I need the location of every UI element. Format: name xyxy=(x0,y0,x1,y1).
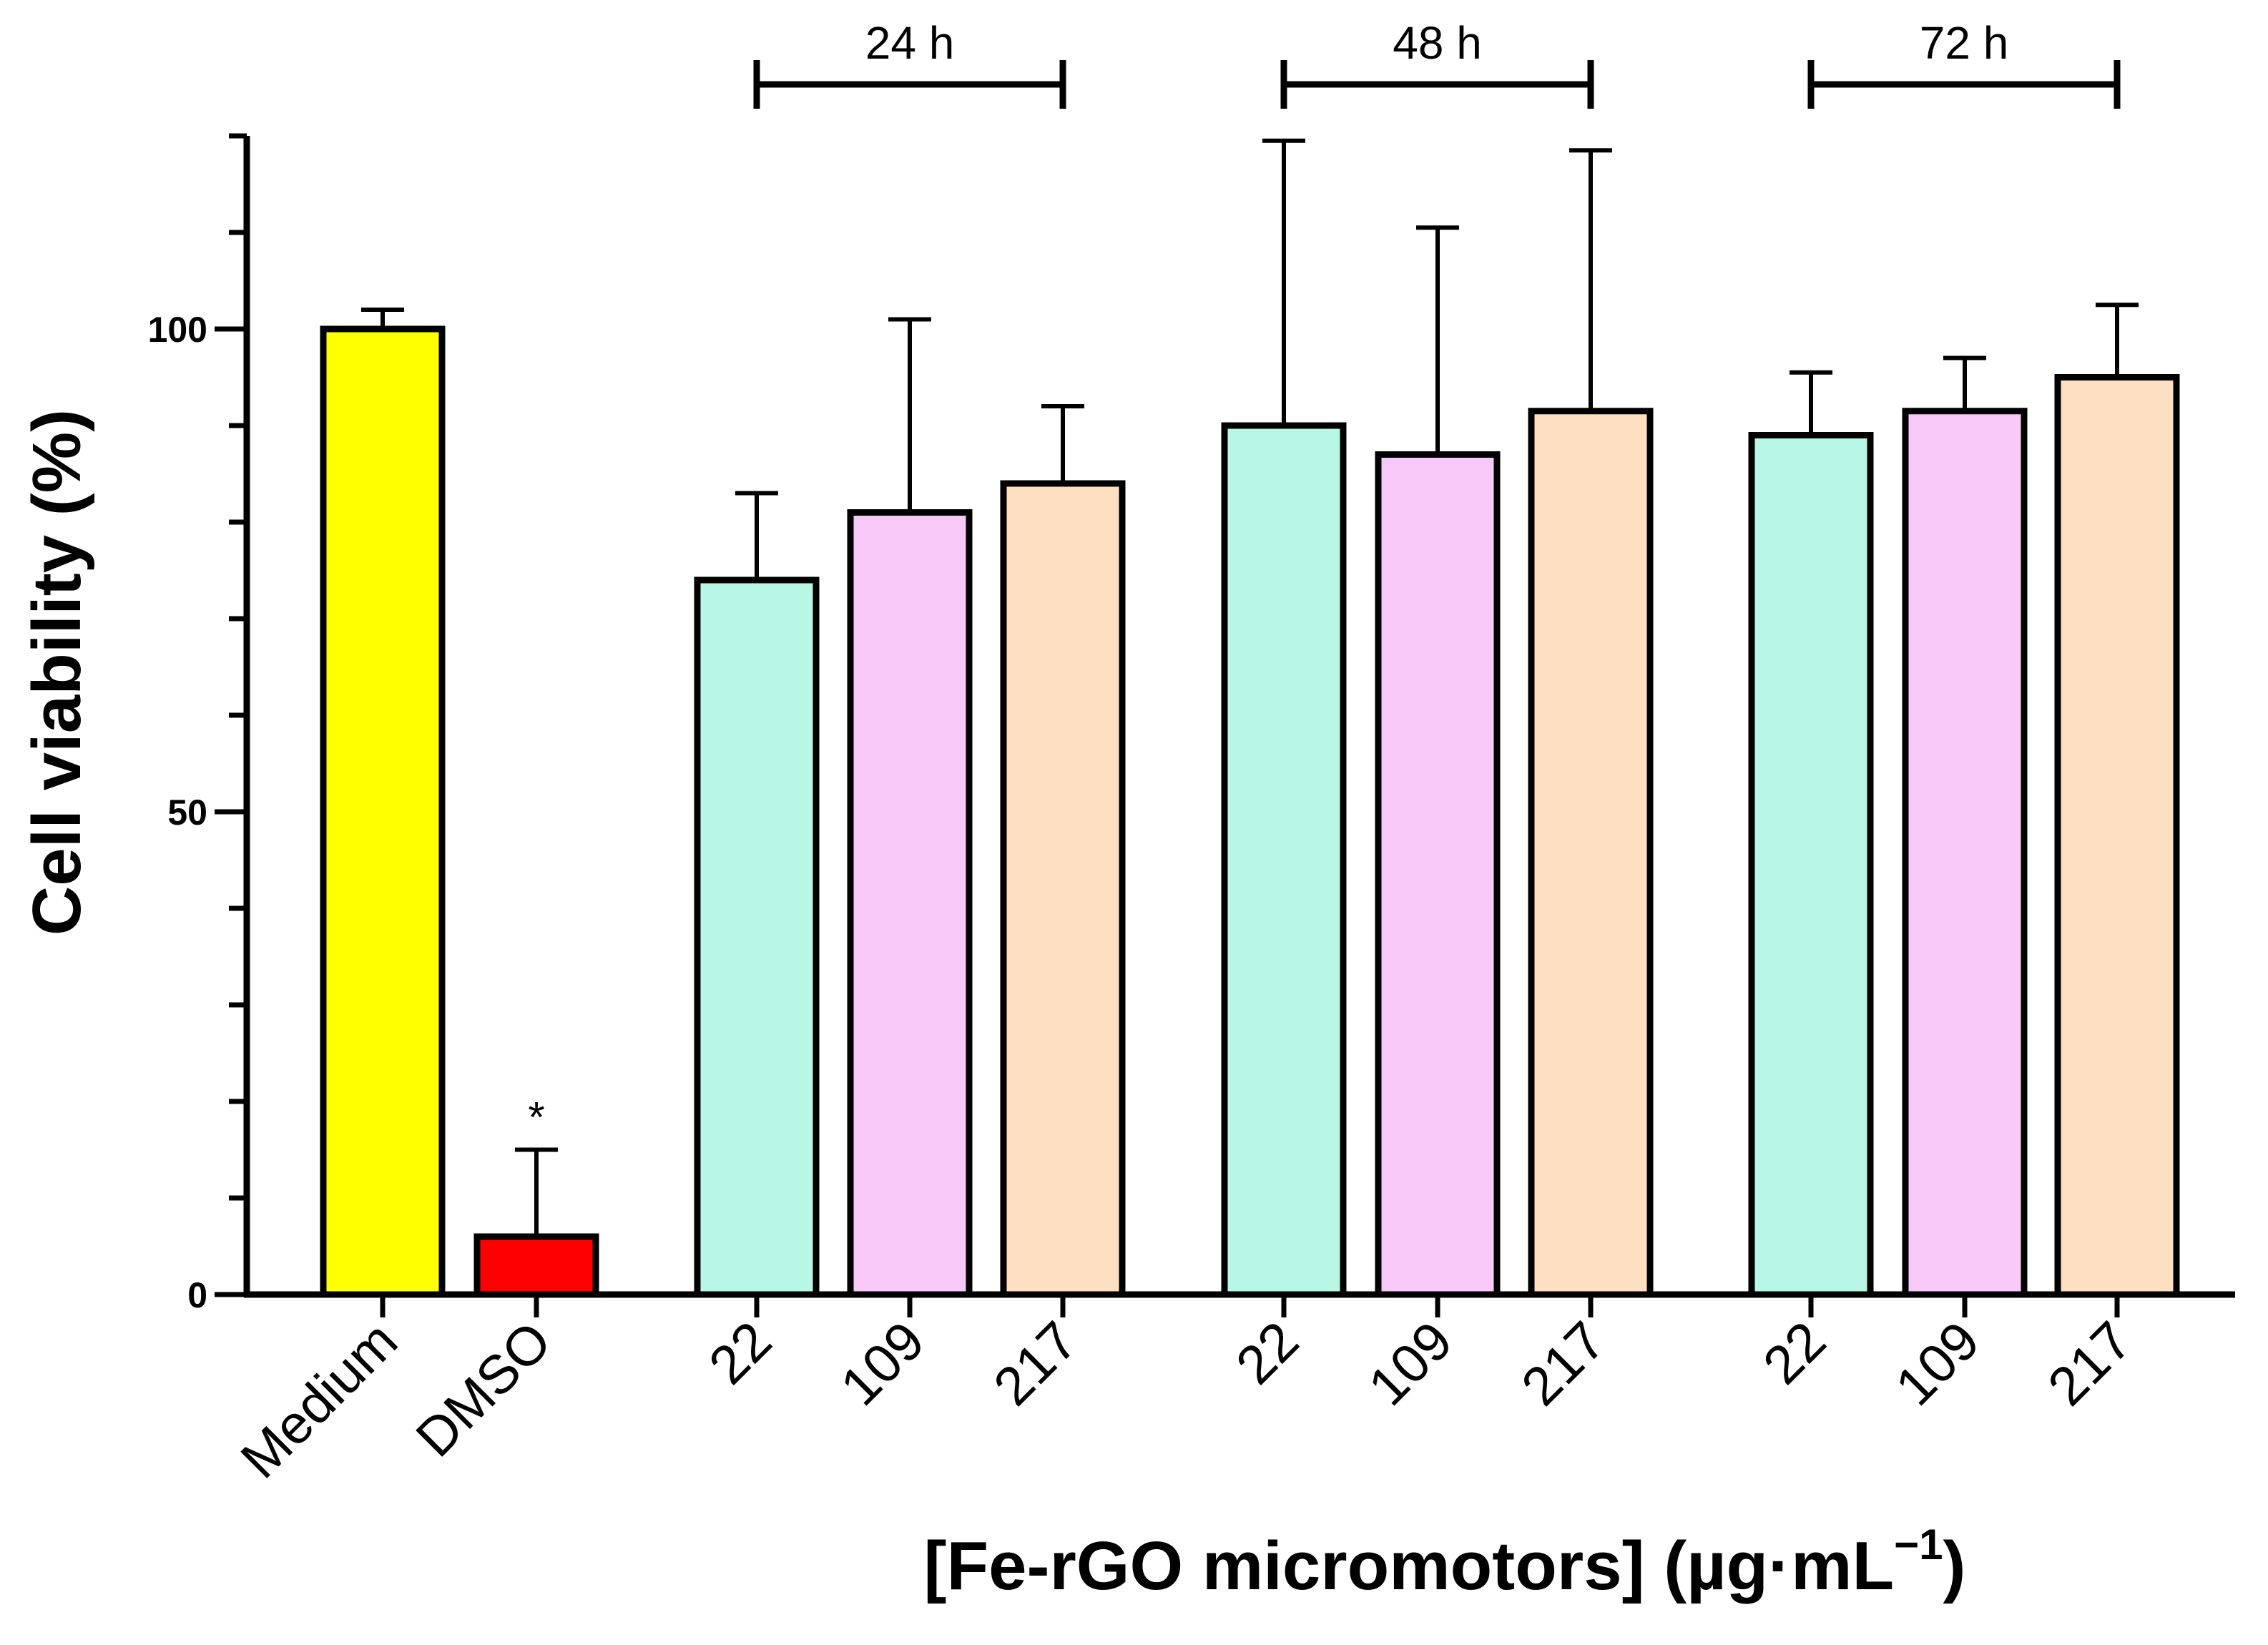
bars-layer xyxy=(323,141,2176,1295)
bar-7 xyxy=(1531,411,1650,1295)
y-tick-label-0: 0 xyxy=(187,1275,207,1315)
x-tick-label-4: 217 xyxy=(982,1310,1089,1418)
bar-9 xyxy=(1905,411,2024,1295)
bar-6 xyxy=(1378,455,1497,1295)
x-axis-title: [Fe-rGO micromotors] (µg·mL−1) xyxy=(923,1521,1965,1604)
x-axis-title-exponent: −1 xyxy=(1894,1521,1943,1568)
bar-4 xyxy=(1003,483,1122,1295)
x-tick-label-9: 109 xyxy=(1884,1310,1991,1418)
x-tick-label-0: Medium xyxy=(230,1310,409,1490)
bar-1 xyxy=(477,1237,596,1295)
x-tick-label-1: DMSO xyxy=(405,1310,563,1468)
bar-chart: MediumDMSO 22 109 217 22 109 217 22 109 217 * 0 50 10… xyxy=(0,0,2268,1645)
bar-5 xyxy=(1224,426,1343,1295)
y-tick-label-1: 50 xyxy=(167,792,207,833)
x-axis-title-main: [Fe-rGO micromotors] (µg·mL xyxy=(923,1528,1894,1604)
bar-8 xyxy=(1752,436,1870,1295)
bar-3 xyxy=(850,513,969,1295)
x-tick-label-3: 109 xyxy=(829,1310,936,1418)
bar-10 xyxy=(2058,378,2176,1295)
x-tick-label-2: 22 xyxy=(697,1310,783,1396)
x-axis-title-close: ) xyxy=(1943,1528,1966,1604)
bar-0 xyxy=(323,329,442,1295)
significance-marker-0: * xyxy=(528,1094,544,1141)
group-label-1: 48 h xyxy=(1393,17,1482,69)
x-tick-label-10: 217 xyxy=(2036,1310,2144,1418)
y-axis-title: Cell viability (%) xyxy=(19,409,95,936)
bar-2 xyxy=(697,580,816,1295)
group-label-0: 24 h xyxy=(865,17,955,69)
group-label-2: 72 h xyxy=(1920,17,2009,69)
x-tick-label-7: 217 xyxy=(1510,1310,1617,1418)
x-tick-label-5: 22 xyxy=(1224,1310,1310,1396)
x-tick-label-6: 109 xyxy=(1357,1310,1464,1418)
y-tick-label-2: 100 xyxy=(148,310,207,350)
x-tick-label-8: 22 xyxy=(1752,1310,1837,1396)
